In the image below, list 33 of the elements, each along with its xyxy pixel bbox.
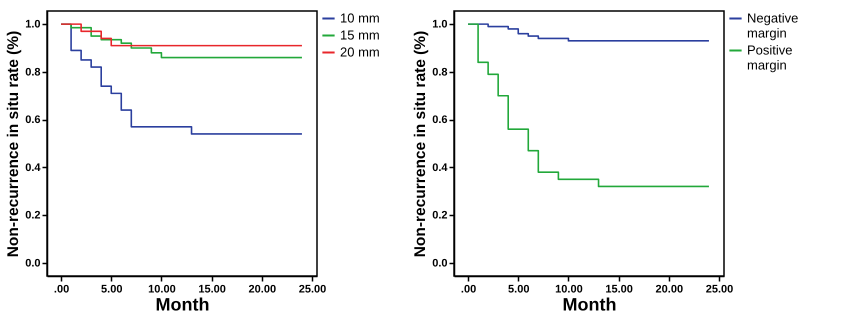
legend-label: 20 mm: [340, 44, 380, 60]
y-tick-label: 1.0: [25, 18, 40, 31]
x-axis-title: Month: [562, 294, 616, 314]
x-tick-label: .00: [460, 284, 476, 296]
y-tick-label: 0.8: [432, 66, 448, 78]
x-tick-label: 20.00: [248, 284, 276, 296]
x-tick-label: 10.00: [148, 284, 176, 296]
x-tick-label: 25.00: [706, 284, 734, 296]
y-tick-label: 0.6: [432, 114, 448, 126]
y-tick-label: 0.0: [25, 257, 40, 270]
x-tick-label: 25.00: [298, 284, 326, 296]
y-axis-title: Non-recurrence in situ rate (%): [5, 30, 22, 258]
x-tick-label: 20.00: [656, 284, 684, 296]
y-axis-title: Non-recurrence in situ rate (%): [412, 30, 430, 258]
y-tick-label: 1.0: [432, 18, 448, 31]
legend-label: Negative margin: [747, 10, 798, 40]
y-tick-label: 0.8: [25, 66, 40, 78]
y-tick-label: 0.6: [25, 114, 40, 126]
legend-label: Positive margin: [747, 42, 793, 72]
x-tick-label: 15.00: [198, 284, 226, 296]
x-tick-label: 10.00: [555, 284, 583, 296]
legend-label: 15 mm: [340, 28, 380, 42]
y-tick-label: 0.0: [432, 257, 448, 270]
x-tick-label: 5.00: [508, 284, 530, 296]
x-tick-label: .00: [54, 284, 70, 296]
x-tick-label: 5.00: [101, 284, 122, 296]
y-tick-label: 0.2: [432, 210, 448, 222]
y-tick-label: 0.4: [432, 162, 448, 174]
legend-label: 10 mm: [340, 10, 380, 26]
x-axis-title: Month: [156, 294, 210, 314]
y-tick-label: 0.4: [25, 162, 42, 174]
x-tick-label: 15.00: [605, 284, 633, 296]
y-tick-label: 0.2: [25, 210, 40, 222]
